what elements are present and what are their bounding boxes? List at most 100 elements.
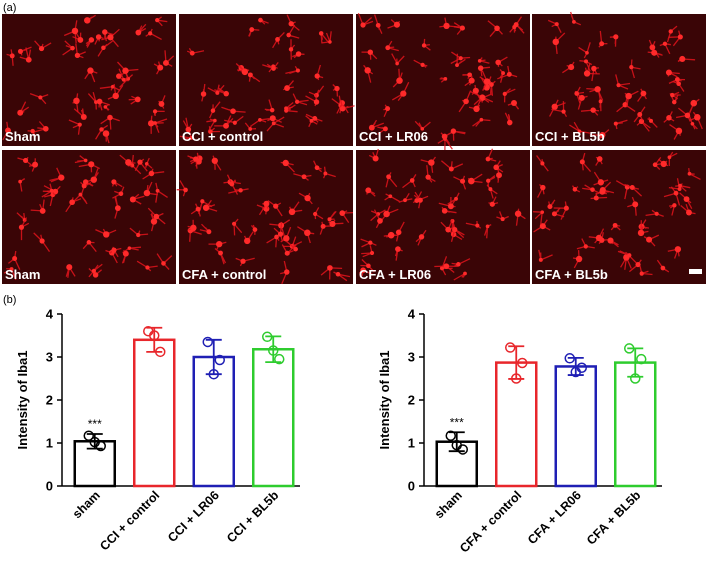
microglia-cell <box>445 226 452 233</box>
microglia-cell <box>252 227 258 232</box>
microglia-cell <box>584 59 589 64</box>
microglia-cell <box>284 108 289 113</box>
microglia-cell <box>441 208 448 214</box>
microglia-cell <box>70 45 75 51</box>
microglia-cell <box>312 116 318 121</box>
microglia-cell <box>540 184 546 191</box>
microglia-cell <box>42 125 49 132</box>
microglia-cell <box>327 217 332 222</box>
y-tick-label: 1 <box>408 436 415 451</box>
microglia-cell <box>294 99 300 104</box>
microglia-cell <box>39 238 45 244</box>
microglia-cell <box>99 127 104 132</box>
microglia-cell <box>295 68 300 73</box>
microglia-cell <box>213 118 217 123</box>
micrograph <box>532 150 706 284</box>
microglia-cell <box>162 59 169 66</box>
microglia-cell <box>649 118 654 123</box>
microglia-cell <box>334 85 340 92</box>
microglia-cell <box>489 201 495 207</box>
microglia-cell <box>229 181 235 187</box>
microglia-cell <box>107 114 113 121</box>
microglia-cell <box>593 195 599 201</box>
microglia-cell <box>193 156 199 162</box>
microglia-cell <box>121 77 126 82</box>
error-bar <box>265 335 282 364</box>
microglia-cell <box>506 119 513 126</box>
microglia-cell <box>218 250 223 256</box>
microglia-cell <box>283 235 290 242</box>
microglia-cell <box>660 160 667 168</box>
microglia-cell <box>77 122 82 127</box>
microglia-cell <box>369 250 375 256</box>
microglia-cell <box>241 68 249 76</box>
microglia-cell <box>339 105 346 112</box>
microglia-cell <box>284 250 290 256</box>
microglia-cell <box>386 174 392 180</box>
image-label: Sham <box>5 267 40 282</box>
microglia-cell <box>84 17 91 24</box>
microglia-cell <box>612 222 618 228</box>
microglia-cell <box>486 178 491 183</box>
microglia-cell <box>313 99 320 105</box>
microglia-cell <box>577 129 582 134</box>
microglia-cell <box>284 269 290 275</box>
microglia-cell <box>458 56 463 61</box>
microglia-cell <box>640 90 647 97</box>
microglia-cell <box>18 224 25 230</box>
microglia-cell <box>666 115 672 121</box>
microglia-cell <box>670 92 675 98</box>
microglia-cell <box>563 205 569 211</box>
microglia-cell <box>385 106 391 112</box>
microglia-cell <box>443 263 450 269</box>
microglia-cell <box>572 187 578 192</box>
microglia-cell <box>39 208 46 214</box>
microglia-cell <box>147 120 155 127</box>
microglia-cell <box>102 130 110 137</box>
microglia-cell <box>263 200 270 207</box>
microglia-cell <box>12 256 18 261</box>
microglia-cell <box>672 203 677 208</box>
microglia-cell <box>646 236 653 243</box>
image-label: Sham <box>5 129 40 144</box>
microglia-cell <box>665 69 672 76</box>
microglia-cell <box>578 94 585 101</box>
microglia-cell <box>248 127 253 131</box>
microglia-cell <box>514 210 522 217</box>
microglia-cell <box>32 161 39 168</box>
microglia-cell <box>185 126 192 133</box>
microglia-cell <box>616 83 621 88</box>
image-label: CCI + control <box>182 129 263 144</box>
microglia-cell <box>583 70 591 77</box>
microglia-cell <box>400 90 407 97</box>
microglia-cell <box>83 158 88 163</box>
x-tick-label: CFA + control <box>457 488 524 555</box>
microglia-cell <box>468 77 475 84</box>
microglia-cell <box>110 84 115 89</box>
microglia-cell <box>417 197 423 203</box>
microglia-cell <box>375 22 381 28</box>
bar <box>252 348 295 488</box>
microglia-cell <box>339 210 346 216</box>
y-axis-label: Intensity of Iba1 <box>377 351 392 450</box>
x-tick-label: CFA + LR06 <box>525 488 584 547</box>
microglia-cell <box>309 118 314 123</box>
microglia-cell <box>599 132 606 139</box>
microglia-cell <box>396 77 403 84</box>
microglia-cell <box>483 78 491 85</box>
microglia-cell <box>579 159 585 165</box>
microglia-cell <box>335 271 341 277</box>
microglia-cell <box>694 114 701 121</box>
microglia-cell <box>660 265 666 271</box>
microglia-cell <box>668 29 673 34</box>
microglia-cell <box>673 190 679 196</box>
x-tick-label: sham <box>432 488 465 521</box>
microglia-cell <box>479 117 484 122</box>
microglia-cell <box>136 232 141 238</box>
microglia-cell <box>596 156 603 162</box>
y-tick-label: 3 <box>46 350 53 365</box>
data-point <box>624 343 635 354</box>
data-point <box>202 336 213 348</box>
microglia-cell <box>383 210 390 218</box>
microglia-cell <box>304 194 311 202</box>
